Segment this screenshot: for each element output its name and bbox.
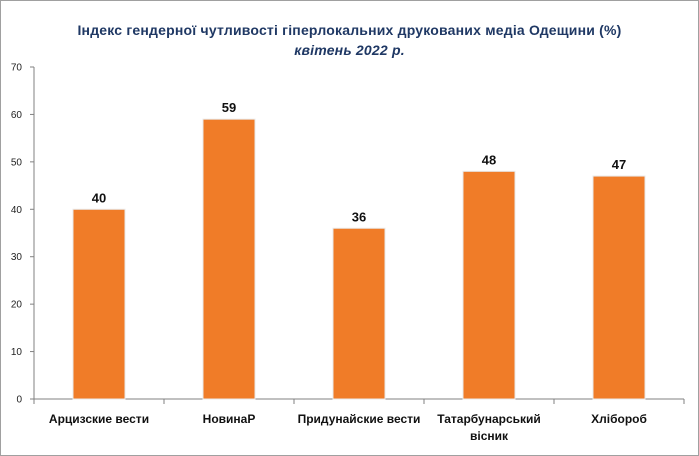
x-category-label: Татарбунарський вісник [437,412,541,443]
y-tick-label: 50 [11,157,23,168]
x-category-label: НовинаР [203,412,256,426]
y-tick-label: 60 [11,110,23,121]
bar [72,208,126,400]
bar [462,170,516,400]
y-tick-label: 40 [11,205,23,216]
bar-value-label: 47 [612,157,626,172]
bar-value-label: 59 [222,100,236,115]
bar-value-label: 48 [482,152,496,167]
y-tick-label: 0 [16,395,22,406]
chart-subtitle: квітень 2022 р. [294,42,405,58]
bar-value-label: 40 [92,190,106,205]
y-tick-label: 30 [11,252,23,263]
y-tick-label: 10 [11,347,23,358]
bar [332,227,386,400]
bar-value-label: 36 [352,209,366,224]
bar [592,175,646,400]
y-tick-label: 20 [11,300,23,311]
x-category-label: Арцизские вести [49,412,149,426]
x-category-label: Хлібороб [591,412,647,426]
bar [202,118,256,400]
chart-title: Індекс гендерної чутливості гіперлокальн… [77,22,622,38]
y-tick-label: 70 [11,63,23,74]
x-category-label: Придунайские вести [298,412,421,426]
